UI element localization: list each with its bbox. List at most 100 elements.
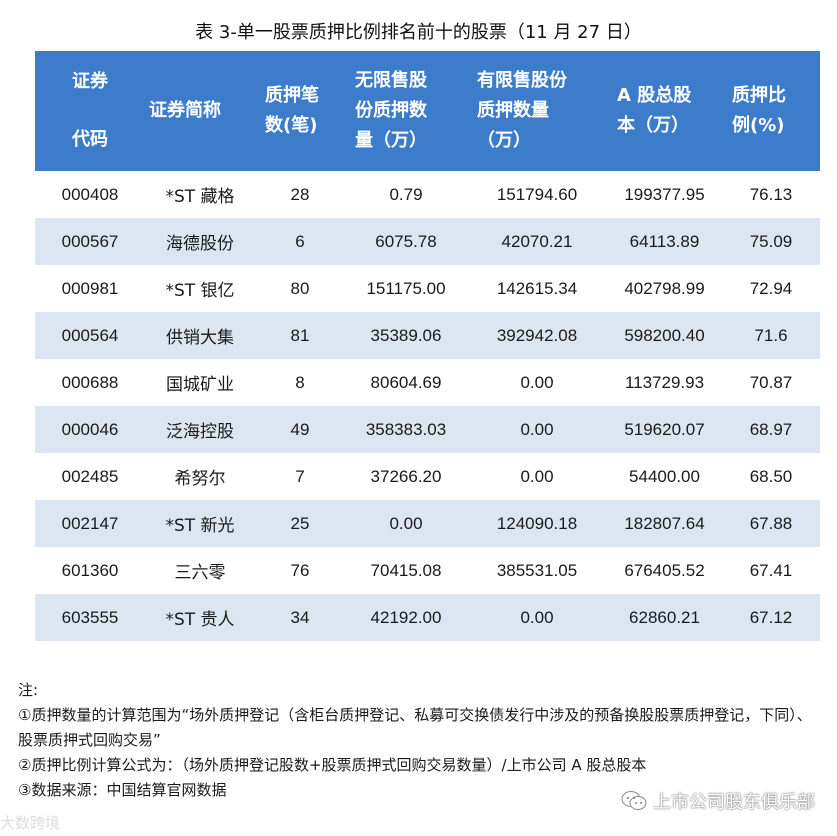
table-cell: 国城矿业 xyxy=(145,359,255,406)
table-cell: 519620.07 xyxy=(607,406,722,453)
header-line: 质押比 xyxy=(732,85,786,106)
table-row: 601360 三六零 76 70415.08 385531.05 676405.52 67.… xyxy=(35,547,820,594)
table-row: 000564 供销大集 81 35389.06 392942.08 598200.40 71… xyxy=(35,312,820,359)
table-cell: 000564 xyxy=(35,312,145,359)
table-cell: 67.12 xyxy=(722,594,820,641)
table-cell: 6 xyxy=(255,218,345,265)
table-cell: 000981 xyxy=(35,265,145,312)
table-cell: 76 xyxy=(255,547,345,594)
table-cell: 54400.00 xyxy=(607,453,722,500)
table-cell: 002485 xyxy=(35,453,145,500)
table-cell: 7 xyxy=(255,453,345,500)
table-cell: 002147 xyxy=(35,500,145,547)
header-line: 量（万） xyxy=(355,130,427,151)
table-cell: 182807.64 xyxy=(607,500,722,547)
table-cell: 80604.69 xyxy=(345,359,467,406)
table-cell: *ST 银亿 xyxy=(145,265,255,312)
note-item-3: ③数据来源：中国结算官网数据 xyxy=(18,781,227,799)
header-line: 证券 xyxy=(72,71,108,92)
table-cell: 35389.06 xyxy=(345,312,467,359)
pledge-ratio-table: 证券 代码 证券简称 质押笔 数(笔) 无限售股 份质押数 量（万） 有限售股份 质押数量 （万） A… xyxy=(35,51,820,641)
watermark-right: 上市公司股东俱乐部 xyxy=(621,788,815,814)
table-cell: 0.00 xyxy=(467,453,607,500)
table-row: 000981 *ST 银亿 80 151175.00 142615.34 402798.9… xyxy=(35,265,820,312)
table-cell: 64113.89 xyxy=(607,218,722,265)
header-cell-3: 质押笔数(笔) xyxy=(255,51,345,171)
table-cell: 0.00 xyxy=(467,594,607,641)
table-cell: 199377.95 xyxy=(607,171,722,218)
table-cell: 42070.21 xyxy=(467,218,607,265)
table-cell: 62860.21 xyxy=(607,594,722,641)
header-line: 质押笔 xyxy=(265,85,319,106)
table-cell: 000567 xyxy=(35,218,145,265)
table-cell: *ST 藏格 xyxy=(145,171,255,218)
table-cell: 71.6 xyxy=(722,312,820,359)
table-cell: 三六零 xyxy=(145,547,255,594)
table-cell: 601360 xyxy=(35,547,145,594)
header-line: 本（万） xyxy=(617,115,689,136)
table-cell: 泛海控股 xyxy=(145,406,255,453)
table-cell: 142615.34 xyxy=(467,265,607,312)
table-cell: 70.87 xyxy=(722,359,820,406)
table-cell: 385531.05 xyxy=(467,547,607,594)
table-cell: *ST 新光 xyxy=(145,500,255,547)
header-line: A 股总股 xyxy=(617,85,692,106)
table-row: 002485 希努尔 7 37266.20 0.00 54400.00 68.50 xyxy=(35,453,820,500)
table-header-row: 证券 代码 证券简称 质押笔 数(笔) 无限售股 份质押数 量（万） 有限售股份 质押数量 （万） A… xyxy=(35,51,820,171)
header-line: 证券简称 xyxy=(149,100,221,121)
table-cell: 000046 xyxy=(35,406,145,453)
table-cell: 000408 xyxy=(35,171,145,218)
table-cell: 402798.99 xyxy=(607,265,722,312)
table-cell: 0.79 xyxy=(345,171,467,218)
table-cell: 49 xyxy=(255,406,345,453)
table-cell: 72.94 xyxy=(722,265,820,312)
header-line: 例(%) xyxy=(732,115,785,136)
table-cell: 0.00 xyxy=(467,359,607,406)
table-cell: 37266.20 xyxy=(345,453,467,500)
table-cell: 598200.40 xyxy=(607,312,722,359)
table-cell: 34 xyxy=(255,594,345,641)
table-cell: 6075.78 xyxy=(345,218,467,265)
watermark-right-text: 上市公司股东俱乐部 xyxy=(653,792,815,813)
table-cell: 0.00 xyxy=(345,500,467,547)
header-line: 质押数量 xyxy=(477,100,549,121)
header-cell-5: 有限售股份 质押数量 （万） xyxy=(467,51,607,171)
table-cell: 67.88 xyxy=(722,500,820,547)
table-cell: 80 xyxy=(255,265,345,312)
table-cell: 603555 xyxy=(35,594,145,641)
table-cell: 81 xyxy=(255,312,345,359)
table-row: 002147 *ST 新光 25 0.00 124090.18 182807.64 67.8… xyxy=(35,500,820,547)
table-row: 000046 泛海控股 49 358383.03 0.00 519620.07 68.97 xyxy=(35,406,820,453)
header-cell-6: A 股总股本（万） xyxy=(607,51,722,171)
table-cell: 42192.00 xyxy=(345,594,467,641)
table-cell: 希努尔 xyxy=(145,453,255,500)
header-line: 份质押数 xyxy=(355,100,427,121)
table-cell: 25 xyxy=(255,500,345,547)
header-line: 无限售股 xyxy=(355,70,427,91)
note-item-2: ②质押比例计算公式为：（场外质押登记股数+股票质押式回购交易数量）/上市公司 A… xyxy=(18,756,647,774)
header-cell-1: 证券 代码 xyxy=(35,51,145,171)
header-line: 数(笔) xyxy=(265,115,318,136)
table-cell: *ST 贵人 xyxy=(145,594,255,641)
table-cell: 75.09 xyxy=(722,218,820,265)
table-row: 603555 *ST 贵人 34 42192.00 0.00 62860.21 67.12 xyxy=(35,594,820,641)
watermark-left: 大数跨境 xyxy=(0,814,61,832)
table-cell: 70415.08 xyxy=(345,547,467,594)
table-cell: 海德股份 xyxy=(145,218,255,265)
table-cell: 358383.03 xyxy=(345,406,467,453)
wechat-icon xyxy=(621,791,647,810)
notes-section: 注: ①质押数量的计算范围为“场外质押登记（含柜台质押登记、私募可交换债发行中涉… xyxy=(18,678,818,803)
header-cell-7: 质押比例(%) xyxy=(722,51,820,171)
notes-heading: 注: xyxy=(18,681,39,699)
table-cell: 28 xyxy=(255,171,345,218)
table-cell: 8 xyxy=(255,359,345,406)
table-cell: 68.97 xyxy=(722,406,820,453)
header-cell-4: 无限售股份质押数量（万） xyxy=(345,51,467,171)
table-row: 000688 国城矿业 8 80604.69 0.00 113729.93 70.87 xyxy=(35,359,820,406)
table-cell: 68.50 xyxy=(722,453,820,500)
table-row: 000408 *ST 藏格 28 0.79 151794.60 199377.95 76.1… xyxy=(35,171,820,218)
table-cell: 124090.18 xyxy=(467,500,607,547)
table-cell: 392942.08 xyxy=(467,312,607,359)
header-line: （万） xyxy=(477,130,531,151)
table-title: 表 3-单一股票质押比例排名前十的股票（11 月 27 日） xyxy=(195,22,642,43)
